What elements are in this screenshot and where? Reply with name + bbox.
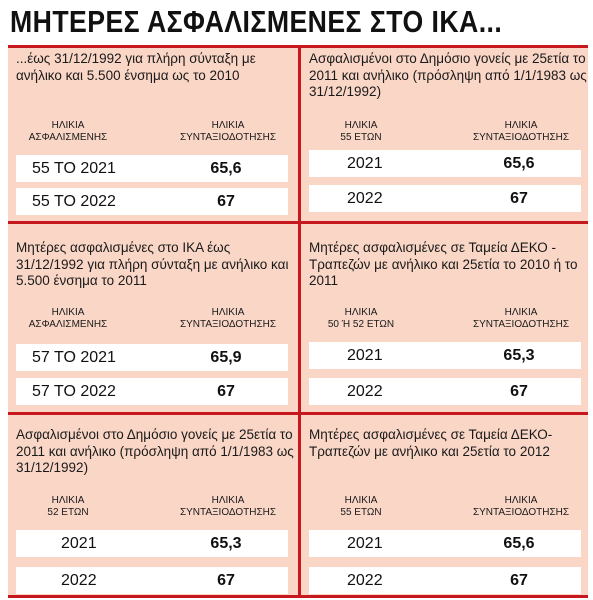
header-pension-age: ΗΛΙΚΙΑ ΣΥΝΤΑΞΙΟΔΟΤΗΣΗΣ [179,495,277,518]
row-label: 2021 [61,535,97,552]
panel-description: Μητέρες ασφαλισμένες στο ΙΚΑ έως 31/12/1… [16,240,289,288]
header-pension-age: ΗΛΙΚΙΑ ΣΥΝΤΑΞΙΟΔΟΤΗΣΗΣ [472,495,570,518]
panel-bottom-left: Ασφαλισμένοι στο Δημόσιο γονείς με 25ετί… [8,415,298,600]
row-value: 65,6 [210,160,242,177]
panel-headers: ΗΛΙΚΙΑ 55 ΕΤΩΝ ΗΛΙΚΙΑ ΣΥΝΤΑΞΙΟΔΟΤΗΣΗΣ [301,120,591,150]
row-value: 67 [217,572,235,589]
row-value: 65,6 [503,155,535,172]
table-row: 55 ΤΟ 2021 65,6 [16,155,288,182]
header-pension-age: ΗΛΙΚΙΑ ΣΥΝΤΑΞΙΟΔΟΤΗΣΗΣ [179,307,277,330]
panel-description: Μητέρες ασφαλισμένες σε Ταμεία ΔΕΚΟ-Τραπ… [309,427,553,459]
panel-top-right: Ασφαλισμένοι στο Δημόσιο γονείς με 25ετί… [301,48,591,221]
row-value: 67 [510,383,528,400]
row-label: 2022 [61,572,97,589]
row-label: 2021 [347,535,383,552]
header-pension-age: ΗΛΙΚΙΑ ΣΥΝΤΑΞΙΟΔΟΤΗΣΗΣ [472,307,570,330]
info-board: ...έως 31/12/1992 για πλήρη σύνταξη με α… [8,45,588,598]
table-row: 2021 65,6 [309,530,581,557]
panel-middle-left: Μητέρες ασφαλισμένες στο ΙΚΑ έως 31/12/1… [8,224,298,412]
row-label: 2022 [347,572,383,589]
table-row: 2022 67 [16,567,288,594]
panel-top-left: ...έως 31/12/1992 για πλήρη σύνταξη με α… [8,48,298,221]
header-age-insured: ΗΛΙΚΙΑ ΑΣΦΑΛΙΣΜΕΝΗΣ [28,307,108,330]
row-label: 2021 [347,155,383,172]
header-pension-age: ΗΛΙΚΙΑ ΣΥΝΤΑΞΙΟΔΟΤΗΣΗΣ [179,120,277,143]
row-label: 57 ΤΟ 2022 [32,383,116,400]
horizontal-divider-1 [8,221,588,224]
panel-bottom-right: Μητέρες ασφαλισμένες σε Ταμεία ΔΕΚΟ-Τραπ… [301,415,591,600]
panel-headers: ΗΛΙΚΙΑ 55 ΕΤΩΝ ΗΛΙΚΙΑ ΣΥΝΤΑΞΙΟΔΟΤΗΣΗΣ [301,495,591,525]
row-value: 65,6 [503,535,535,552]
panel-description: ...έως 31/12/1992 για πλήρη σύνταξη με α… [16,51,256,83]
panel-headers: ΗΛΙΚΙΑ ΑΣΦΑΛΙΣΜΕΝΗΣ ΗΛΙΚΙΑ ΣΥΝΤΑΞΙΟΔΟΤΗΣ… [8,307,298,337]
horizontal-divider-2 [8,412,588,415]
row-label: 55 ΤΟ 2021 [32,160,116,177]
panel-description: Μητέρες ασφαλισμένες σε Ταμεία ΔΕΚΟ - Τρ… [309,240,578,288]
row-label: 55 ΤΟ 2022 [32,193,116,210]
table-row: 57 ΤΟ 2021 65,9 [16,344,288,371]
row-value: 67 [217,193,235,210]
row-value: 67 [217,383,235,400]
header-age: ΗΛΙΚΙΑ 55 ΕΤΩΝ [340,120,382,143]
table-row: 2021 65,3 [309,342,581,369]
table-row: 2021 65,3 [16,530,288,557]
row-value: 67 [510,572,528,589]
panel-description: Ασφαλισμένοι στο Δημόσιο γονείς με 25ετί… [309,51,587,99]
table-row: 55 ΤΟ 2022 67 [16,188,288,215]
panel-headers: ΗΛΙΚΙΑ 52 ΕΤΩΝ ΗΛΙΚΙΑ ΣΥΝΤΑΞΙΟΔΟΤΗΣΗΣ [8,495,298,525]
table-row: 2021 65,6 [309,150,581,177]
table-row: 2022 67 [309,378,581,405]
header-age-insured: ΗΛΙΚΙΑ ΑΣΦΑΛΙΣΜΕΝΗΣ [28,120,108,143]
row-label: 2022 [347,190,383,207]
header-pension-age: ΗΛΙΚΙΑ ΣΥΝΤΑΞΙΟΔΟΤΗΣΗΣ [472,120,570,143]
row-label: 2021 [347,347,383,364]
header-age: ΗΛΙΚΙΑ 50 Ή 52 ΕΤΩΝ [327,307,395,330]
page-title: ΜΗΤΕΡΕΣ ΑΣΦΑΛΙΣΜΕΝΕΣ ΣΤΟ ΙΚΑ... [10,4,503,39]
panel-middle-right: Μητέρες ασφαλισμένες σε Ταμεία ΔΕΚΟ - Τρ… [301,224,591,412]
table-row: 2022 67 [309,567,581,594]
header-age: ΗΛΙΚΙΑ 52 ΕΤΩΝ [47,495,89,518]
panel-headers: ΗΛΙΚΙΑ 50 Ή 52 ΕΤΩΝ ΗΛΙΚΙΑ ΣΥΝΤΑΞΙΟΔΟΤΗΣ… [301,307,591,337]
row-value: 67 [510,190,528,207]
row-value: 65,3 [210,535,242,552]
vertical-divider [298,48,301,595]
row-label: 2022 [347,383,383,400]
row-label: 57 ΤΟ 2021 [32,349,116,366]
panel-description: Ασφαλισμένοι στο Δημόσιο γονείς με 25ετί… [16,427,294,475]
header-age: ΗΛΙΚΙΑ 55 ΕΤΩΝ [340,495,382,518]
row-value: 65,9 [210,349,242,366]
row-value: 65,3 [503,347,535,364]
table-row: 57 ΤΟ 2022 67 [16,378,288,405]
table-row: 2022 67 [309,185,581,212]
panel-headers: ΗΛΙΚΙΑ ΑΣΦΑΛΙΣΜΕΝΗΣ ΗΛΙΚΙΑ ΣΥΝΤΑΞΙΟΔΟΤΗΣ… [8,120,298,150]
